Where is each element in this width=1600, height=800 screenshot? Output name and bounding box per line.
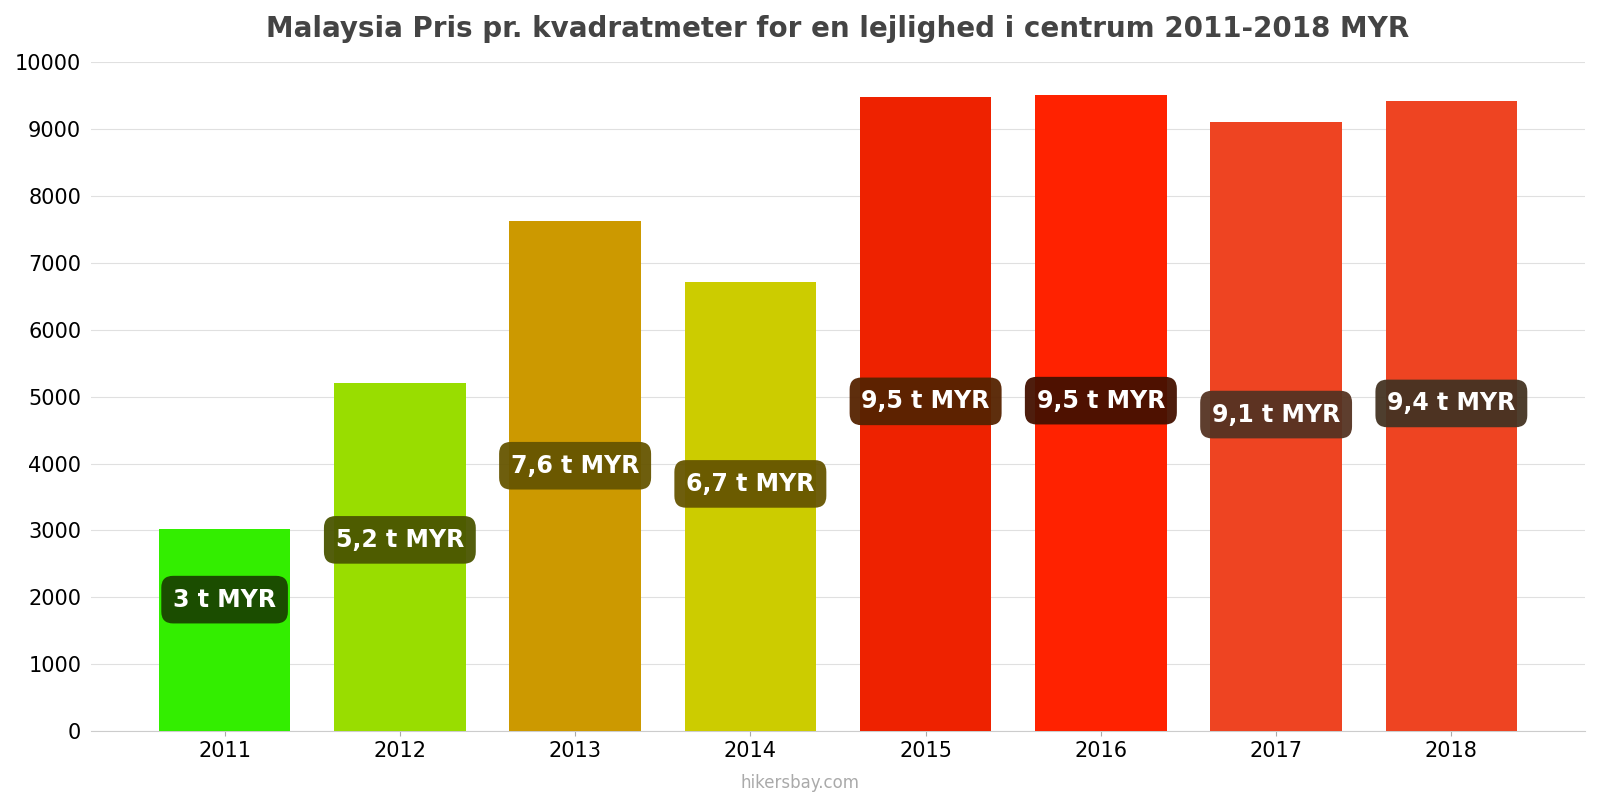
Bar (509, 221, 642, 731)
Text: 5,2 t MYR: 5,2 t MYR (336, 528, 464, 552)
Text: 9,1 t MYR: 9,1 t MYR (1211, 402, 1341, 426)
Bar (158, 529, 290, 731)
Bar (1035, 95, 1166, 731)
Text: 6,7 t MYR: 6,7 t MYR (686, 472, 814, 496)
Bar (1386, 101, 1517, 731)
Text: 9,4 t MYR: 9,4 t MYR (1387, 391, 1515, 415)
Bar (685, 282, 816, 731)
Text: 9,5 t MYR: 9,5 t MYR (1037, 389, 1165, 413)
Bar (859, 97, 992, 731)
Text: hikersbay.com: hikersbay.com (741, 774, 859, 792)
Bar (334, 383, 466, 731)
Bar (1210, 122, 1342, 731)
Title: Malaysia Pris pr. kvadratmeter for en lejlighed i centrum 2011-2018 MYR: Malaysia Pris pr. kvadratmeter for en le… (266, 15, 1410, 43)
Text: 9,5 t MYR: 9,5 t MYR (861, 390, 990, 414)
Text: 3 t MYR: 3 t MYR (173, 588, 277, 612)
Text: 7,6 t MYR: 7,6 t MYR (510, 454, 640, 478)
